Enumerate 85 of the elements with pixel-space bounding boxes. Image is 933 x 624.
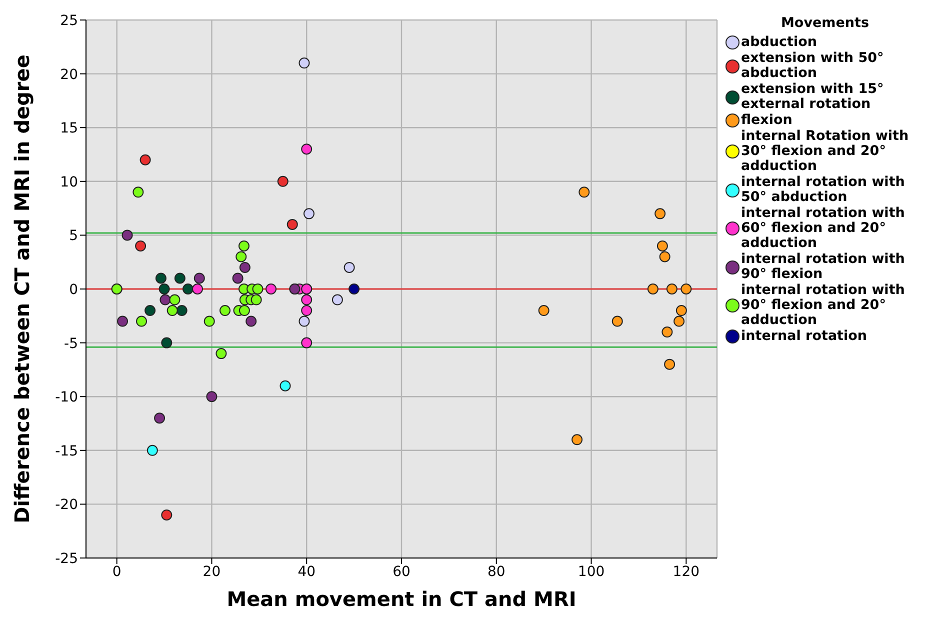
- y-tick-label: 20: [60, 66, 78, 83]
- point: [220, 305, 231, 316]
- legend-title: Movements: [780, 15, 870, 31]
- point: [246, 316, 257, 327]
- point: [154, 412, 166, 424]
- point: [301, 294, 312, 306]
- point: [332, 294, 343, 306]
- x-tick-label: 100: [578, 564, 605, 580]
- point: [216, 348, 227, 360]
- point: [612, 316, 623, 327]
- point: [572, 434, 583, 446]
- point: [176, 305, 188, 316]
- point: [286, 218, 298, 230]
- point: [238, 240, 250, 252]
- point: [161, 509, 172, 520]
- point: [122, 230, 133, 241]
- y-tick-label: -15: [55, 443, 78, 460]
- point: [206, 391, 218, 402]
- point: [674, 316, 685, 327]
- point: [174, 272, 186, 284]
- point: [664, 358, 676, 370]
- point: [280, 380, 291, 392]
- point: [344, 262, 355, 273]
- point: [538, 305, 550, 316]
- point: [140, 154, 151, 166]
- point: [155, 272, 166, 284]
- y-tick-label: -20: [55, 497, 78, 514]
- y-tick-label: -5: [64, 336, 78, 352]
- x-tick-label: 40: [298, 564, 316, 580]
- point: [232, 272, 244, 284]
- x-tick-label: 0: [112, 564, 122, 580]
- point: [239, 262, 250, 273]
- point: [666, 284, 678, 294]
- point: [250, 294, 262, 306]
- point: [158, 284, 170, 294]
- point: [135, 240, 146, 252]
- point: [659, 251, 670, 262]
- point: [144, 305, 156, 316]
- point: [298, 58, 310, 69]
- y-tick-label: 5: [69, 228, 78, 244]
- point: [654, 208, 666, 220]
- point: [236, 251, 247, 262]
- point: [298, 316, 310, 327]
- legend-label: flexion: [741, 112, 792, 128]
- point: [182, 284, 194, 294]
- legend-label: abduction: [741, 34, 818, 50]
- x-axis-title: Mean movement in CT and MRI: [226, 587, 576, 611]
- x-tick-label: 60: [392, 564, 410, 580]
- y-tick-label: -10: [55, 390, 78, 406]
- point: [348, 284, 360, 294]
- y-tick-label: 15: [60, 120, 78, 137]
- point: [166, 305, 178, 316]
- x-tick-label: 80: [487, 564, 506, 580]
- point: [647, 284, 658, 294]
- point: [266, 284, 277, 294]
- y-tick-label: -25: [55, 550, 78, 567]
- point: [136, 316, 148, 327]
- y-axis-title: Difference between CT and MRI in degree: [10, 54, 34, 524]
- point: [301, 337, 312, 348]
- point: [662, 326, 673, 338]
- point: [132, 186, 144, 198]
- legend-label: internal rotation: [741, 328, 868, 344]
- point: [160, 294, 171, 306]
- point: [146, 444, 158, 456]
- y-tick-label: 0: [69, 282, 78, 298]
- point: [161, 337, 172, 348]
- point: [117, 316, 128, 327]
- point: [277, 176, 288, 187]
- point: [169, 294, 180, 306]
- y-tick-label: 25: [60, 12, 78, 29]
- point: [676, 305, 687, 316]
- y-tick-label: 10: [60, 174, 78, 190]
- point: [301, 305, 312, 316]
- point: [578, 186, 590, 198]
- point: [303, 208, 314, 220]
- point: [252, 284, 264, 294]
- point: [656, 240, 668, 252]
- point: [194, 272, 205, 284]
- point: [680, 284, 692, 294]
- point: [238, 305, 250, 316]
- point: [204, 316, 215, 327]
- point: [301, 144, 312, 155]
- x-tick-label: 20: [202, 564, 221, 580]
- x-tick-label: 120: [672, 564, 700, 580]
- point: [192, 284, 203, 294]
